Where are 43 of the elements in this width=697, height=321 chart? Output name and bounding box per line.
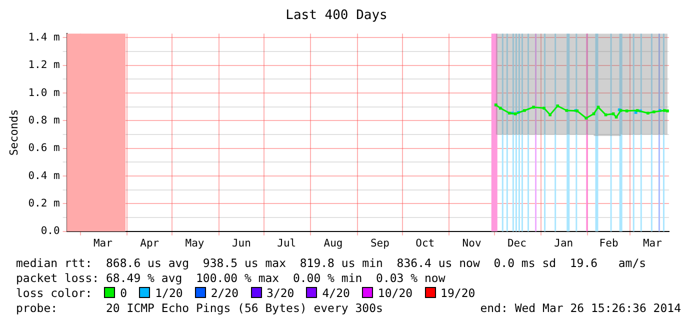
x-tick-label: Mar: [642, 237, 662, 250]
legend-label: 4/20: [322, 286, 350, 300]
legend-label: 1/20: [155, 286, 183, 300]
y-tick-label: 0.4 m: [28, 170, 60, 182]
y-tick-label: 1.0 m: [28, 86, 60, 99]
y-tick-label: 0.0: [40, 225, 60, 238]
point: [548, 113, 552, 116]
text: loss color:: [16, 286, 92, 300]
x-tick-label: Jul: [277, 237, 296, 250]
x-tick-label: Apr: [140, 237, 160, 250]
x-tick-label: Jan: [554, 237, 574, 250]
y-tick-label: 0.6 m: [28, 142, 60, 154]
text: probe: 20 ICMP Echo Pings (56 Bytes) every 300s: [16, 301, 383, 315]
x-tick-label: Oct: [416, 237, 435, 250]
x-tick-label: Aug: [324, 237, 343, 250]
point: [625, 110, 628, 112]
x-tick-label: May: [185, 237, 204, 250]
point: [514, 112, 517, 116]
point: [498, 106, 502, 110]
text: median rtt: 868.6 us avg 938.5 us max 819.8 us min 836.4 us now 0.0 ms sd 19.6 am/s: [16, 256, 646, 270]
legend-label: 0: [120, 286, 128, 300]
point: [542, 106, 546, 110]
y-tick-label: 0.8 m: [28, 114, 60, 126]
y-tick-label: 0.2 m: [28, 197, 60, 210]
y-tick-label: 1.4 m: [28, 31, 60, 44]
y-axis-title: Seconds: [7, 109, 20, 156]
x-tick-label: Jun: [232, 237, 251, 250]
x-tick-label: Nov: [462, 237, 482, 250]
text: end: Wed Mar 26 15:26:36 2014: [480, 301, 681, 315]
text: packet loss: 68.49 % avg 100.00 % max 0.00 % min 0.03 % now: [16, 271, 446, 285]
y-tick-label: 1.2 m: [28, 59, 60, 72]
legend-label: 19/20: [440, 286, 476, 300]
point: [614, 116, 618, 119]
legend-label: 3/20: [266, 286, 294, 300]
point: [565, 109, 568, 112]
point: [532, 106, 535, 109]
chart-title: Last 400 Days: [286, 8, 388, 24]
legend-label: 10/20: [378, 286, 413, 300]
x-tick-label: Sep: [370, 237, 390, 250]
legend-label: 2/20: [210, 286, 239, 300]
x-tick-label: Mar: [93, 237, 112, 250]
x-tick-label: Dec: [507, 237, 526, 250]
x-tick-label: Feb: [599, 237, 618, 250]
